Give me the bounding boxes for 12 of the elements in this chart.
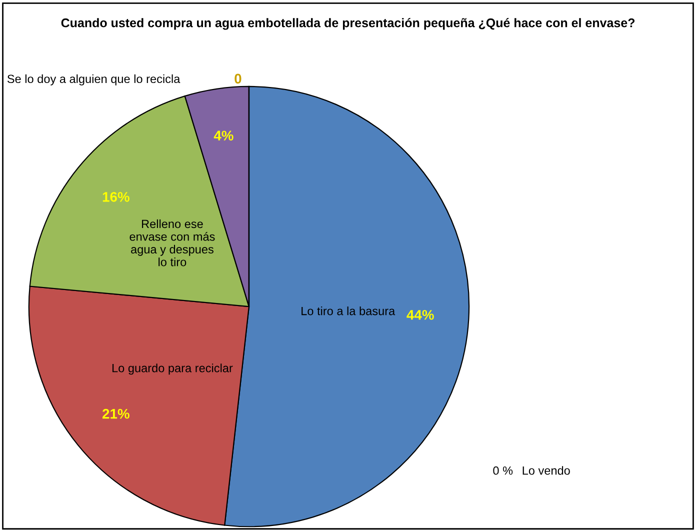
category-label: Lo vendo [522, 466, 570, 475]
category-label: Se lo doy a alguien que lo recicla [7, 74, 180, 86]
text: 0 [234, 74, 242, 84]
data-label: 16% [102, 192, 130, 202]
data-label: 44% [406, 310, 434, 320]
data-label: 21% [102, 408, 130, 419]
chart-title: Cuando usted compra un agua embotellada de presentación pequeña ¿Qué hace con el envase? [61, 18, 635, 30]
data-label: 4% [214, 130, 234, 140]
slice-label: Relleno ese envase con más agua y despues lo tiro [130, 219, 215, 266]
slice-label: Lo guardo para reciclar [112, 364, 233, 375]
slice-label: Lo tiro a la basura [302, 306, 396, 316]
text: 0 % [493, 466, 513, 475]
